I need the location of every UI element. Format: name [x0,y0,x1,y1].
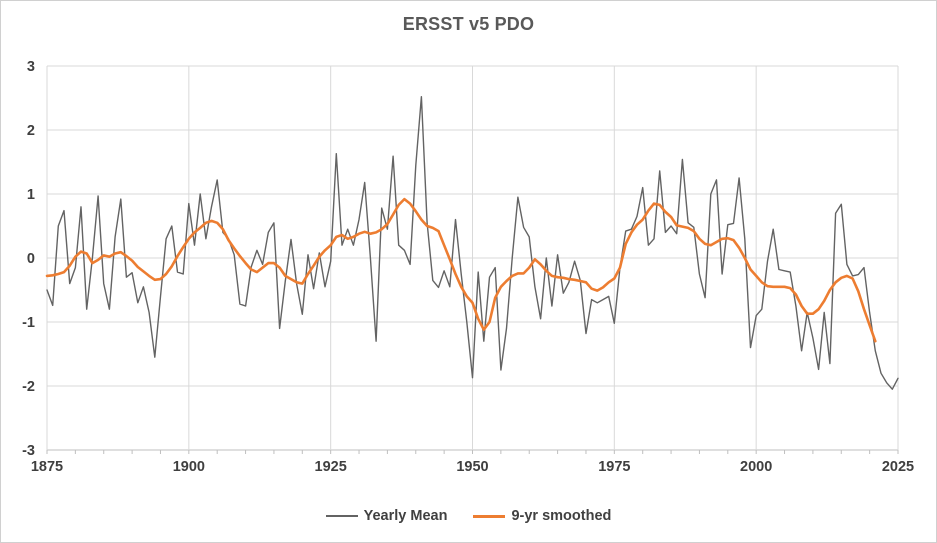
y-tick-label: -2 [22,379,35,395]
x-tick-label: 1875 [31,459,63,475]
legend-label-smoothed: 9-yr smoothed [511,508,612,524]
x-tick-label: 1900 [173,459,205,475]
x-tick-label: 2025 [882,459,914,475]
y-tick-label: 0 [27,251,35,267]
y-tick-label: 1 [27,187,35,203]
y-tick-label: -1 [22,315,35,331]
chart-title: ERSST v5 PDO [402,14,535,34]
yearly-mean-line-sample [325,515,358,517]
legend-label-yearly-mean: Yearly Mean [363,508,448,524]
y-tick-label: 3 [27,59,35,75]
y-tick-label: 2 [27,123,35,139]
x-tick-label: 1950 [456,459,488,475]
smoothed-line-sample [473,514,506,518]
legend-item-yearly-mean: Yearly Mean [325,508,448,524]
x-tick-label: 1925 [315,459,347,475]
x-tick-label: 1975 [598,459,630,475]
smoothed-line [45,197,877,343]
legend: Yearly Mean 9-yr smoothed [1,508,936,524]
yearly-mean-line [46,95,899,390]
legend-item-smoothed: 9-yr smoothed [473,508,611,524]
x-tick-label: 2000 [740,459,772,475]
y-tick-label: -3 [22,443,35,459]
